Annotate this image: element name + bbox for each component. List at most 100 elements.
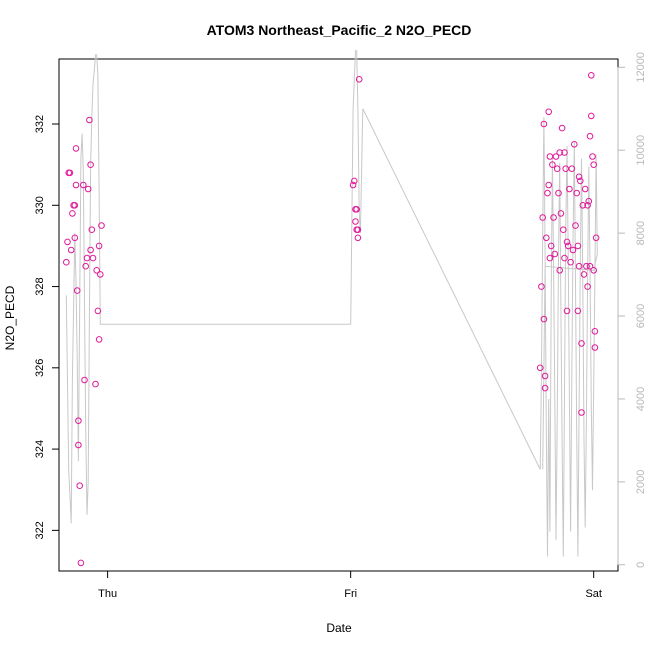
data-point-100 (590, 267, 598, 274)
y-tick-label-2: 326 (34, 359, 46, 377)
data-point-27 (93, 267, 100, 274)
data-point-28 (94, 307, 102, 315)
data-point-45 (540, 120, 548, 128)
data-point-89 (581, 185, 589, 193)
data-point-41 (355, 76, 363, 83)
data-point-78 (572, 222, 579, 229)
data-point-48 (541, 384, 549, 392)
y-tick-label-5: 332 (34, 115, 46, 133)
y-tick-label-1: 324 (34, 440, 46, 458)
data-point-3 (66, 169, 74, 177)
data-point-63 (556, 267, 564, 274)
data-point-18 (82, 262, 89, 270)
x-tick-label-2: Sat (585, 588, 602, 600)
x-tick-label-0: Thu (98, 588, 117, 600)
data-point-64 (557, 210, 565, 217)
data-point-57 (550, 214, 557, 221)
y2-tick-label-6: 12000 (635, 52, 647, 83)
data-point-84 (577, 177, 584, 185)
data-point-46 (540, 315, 548, 323)
data-point-12 (75, 417, 82, 425)
data-point-101 (591, 328, 599, 335)
plot-frame (58, 58, 619, 572)
data-point-40 (354, 226, 362, 233)
data-point-10 (72, 181, 80, 189)
data-point-29 (95, 336, 103, 343)
data-point-34 (351, 177, 358, 185)
data-point-58 (551, 250, 559, 258)
data-point-87 (579, 202, 587, 209)
data-point-24 (88, 226, 96, 233)
data-point-19 (83, 254, 91, 262)
data-point-13 (75, 441, 82, 449)
y-axis-left: 322 324 326 328 330 332 (34, 115, 60, 540)
data-point-72 (564, 242, 572, 250)
data-point-98 (589, 153, 596, 160)
data-point-33 (349, 181, 357, 189)
data-point-92 (584, 283, 591, 290)
data-point-50 (544, 189, 551, 197)
data-point-14 (76, 482, 83, 490)
data-point-16 (80, 181, 87, 189)
data-point-11 (73, 287, 81, 294)
data-point-60 (553, 165, 561, 172)
y-tick-label-3: 328 (34, 277, 46, 295)
data-point-56 (549, 161, 556, 168)
y2-tick-label-1: 2000 (635, 470, 647, 494)
data-point-68 (561, 254, 568, 262)
data-point-66 (560, 226, 567, 233)
data-point-38 (353, 206, 361, 213)
data-point-32 (98, 222, 105, 229)
y-tick-label-4: 330 (34, 196, 46, 214)
y2-tick-label-4: 8000 (635, 221, 647, 245)
data-point-22 (87, 161, 94, 168)
y2-tick-label-3: 6000 (635, 304, 647, 328)
data-point-75 (568, 165, 576, 172)
series-line (65, 50, 598, 557)
data-point-1 (64, 238, 71, 246)
data-point-80 (574, 242, 582, 250)
data-point-102 (591, 344, 599, 351)
data-point-93 (585, 197, 593, 205)
data-point-79 (573, 189, 581, 197)
data-point-91 (584, 202, 591, 209)
data-point-20 (84, 185, 92, 193)
data-point-74 (567, 258, 574, 266)
x-axis: Thu Fri Sat (98, 570, 602, 600)
data-point-71 (563, 307, 571, 315)
data-point-88 (580, 271, 588, 278)
data-point-5 (69, 210, 76, 217)
y-axis-label: N2O_PECD (3, 285, 17, 350)
data-point-30 (95, 242, 103, 250)
chart-title: ATOM3 Northeast_Pacific_2 N2O_PECD (207, 22, 472, 38)
data-point-76 (569, 246, 577, 254)
data-point-31 (97, 271, 104, 278)
data-point-55 (547, 242, 555, 250)
data-point-25 (89, 254, 97, 262)
data-point-26 (92, 380, 99, 388)
data-point-51 (545, 108, 553, 116)
data-point-99 (590, 161, 598, 168)
data-point-59 (552, 153, 560, 160)
data-point-73 (566, 185, 573, 193)
data-point-83 (575, 262, 583, 270)
data-point-62 (556, 149, 564, 156)
data-point-17 (81, 376, 88, 384)
data-point-103 (592, 234, 600, 242)
y2-tick-label-2: 4000 (635, 387, 647, 411)
data-point-65 (558, 124, 566, 132)
data-point-23 (87, 246, 94, 254)
data-point-15 (77, 559, 85, 567)
data-point-85 (578, 340, 585, 347)
data-point-97 (588, 112, 595, 120)
data-point-49 (543, 234, 550, 242)
y-tick-label-0: 322 (34, 521, 46, 539)
y2-tick-label-5: 10000 (635, 135, 647, 166)
scatter-series (63, 72, 600, 567)
data-point-8 (71, 234, 79, 242)
data-point-47 (541, 372, 549, 380)
data-point-86 (578, 409, 585, 416)
data-point-82 (575, 173, 583, 181)
data-point-77 (571, 141, 578, 148)
